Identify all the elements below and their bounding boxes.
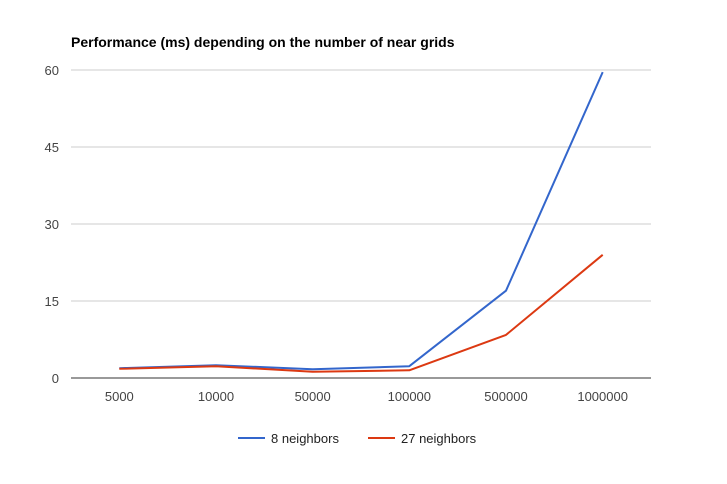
x-axis: 5000 10000 50000 100000 500000 1000000 <box>105 389 628 404</box>
legend-label: 27 neighbors <box>401 431 477 446</box>
x-tick-label: 100000 <box>388 389 431 404</box>
x-tick-label: 50000 <box>295 389 331 404</box>
gridlines <box>71 69 651 302</box>
series-line <box>119 254 604 373</box>
x-tick-label: 5000 <box>105 389 134 404</box>
x-tick-label: 500000 <box>484 389 527 404</box>
y-tick-label: 60 <box>45 63 59 78</box>
series-line <box>119 71 604 371</box>
legend-label: 8 neighbors <box>271 431 339 446</box>
y-tick-label: 30 <box>45 217 59 232</box>
x-tick-label: 1000000 <box>577 389 628 404</box>
legend: 8 neighbors 27 neighbors <box>238 431 477 446</box>
y-tick-label: 0 <box>52 371 59 386</box>
y-tick-label: 15 <box>45 294 59 309</box>
x-tick-label: 10000 <box>198 389 234 404</box>
chart-title: Performance (ms) depending on the number… <box>71 34 455 50</box>
series-lines <box>119 71 604 373</box>
y-axis: 0 15 30 45 60 <box>45 63 59 386</box>
y-tick-label: 45 <box>45 140 59 155</box>
